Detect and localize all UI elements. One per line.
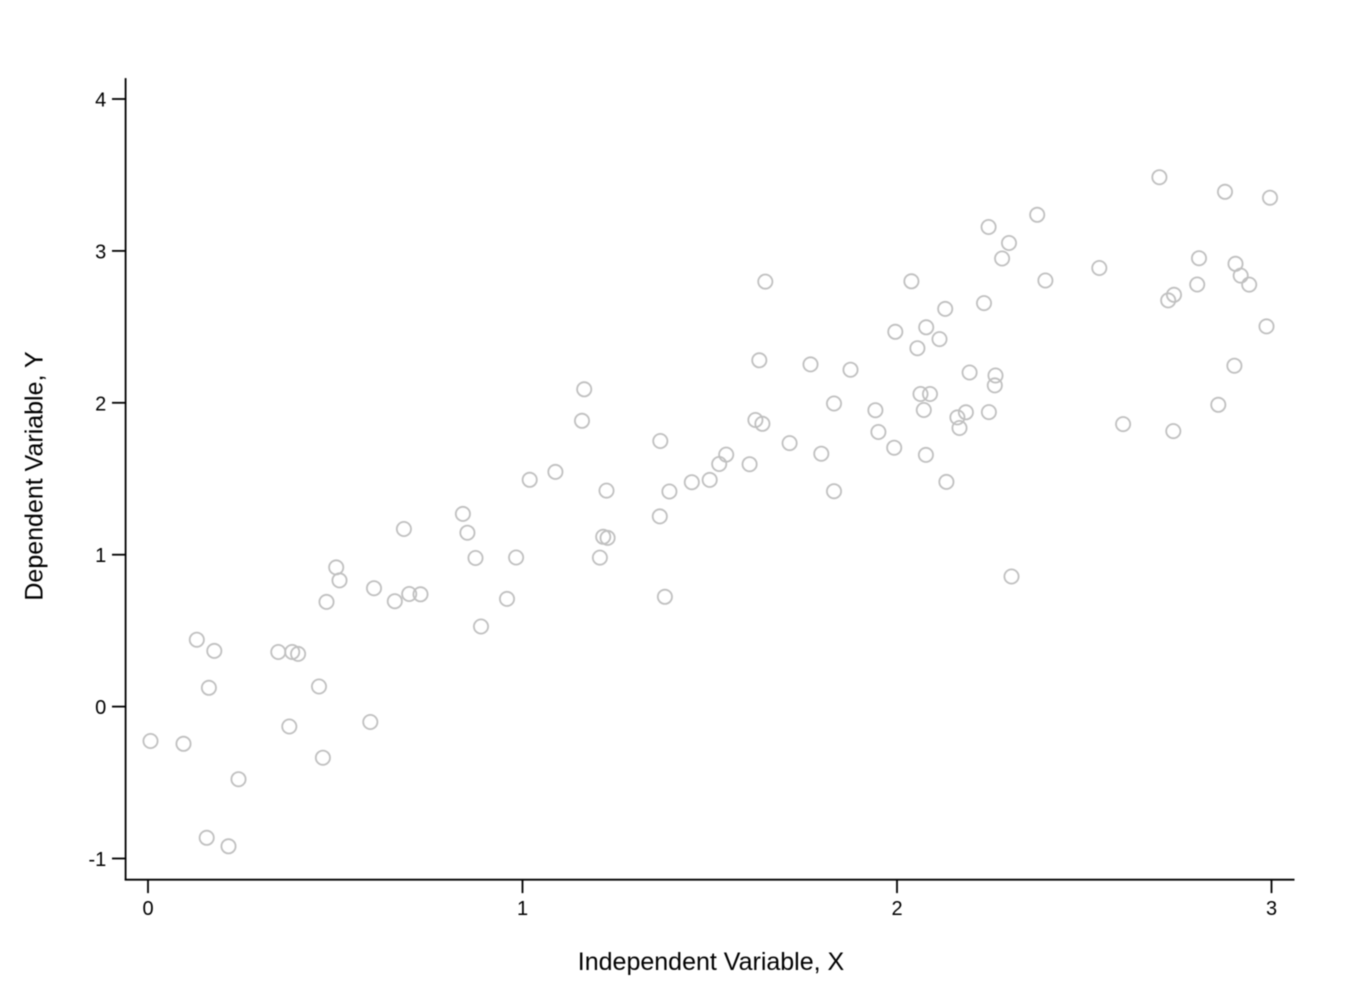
svg-text:2: 2 — [95, 393, 106, 415]
svg-text:4: 4 — [95, 90, 106, 112]
svg-text:1: 1 — [517, 898, 528, 920]
svg-text:Independent Variable, X: Independent Variable, X — [578, 948, 845, 976]
svg-text:Dependent Variable, Y: Dependent Variable, Y — [21, 351, 49, 601]
svg-text:0: 0 — [95, 697, 106, 719]
svg-text:-1: -1 — [89, 849, 107, 871]
svg-text:3: 3 — [95, 241, 106, 263]
svg-text:3: 3 — [1266, 898, 1277, 920]
svg-text:2: 2 — [891, 898, 902, 920]
svg-text:1: 1 — [95, 545, 106, 567]
svg-text:0: 0 — [142, 898, 153, 920]
